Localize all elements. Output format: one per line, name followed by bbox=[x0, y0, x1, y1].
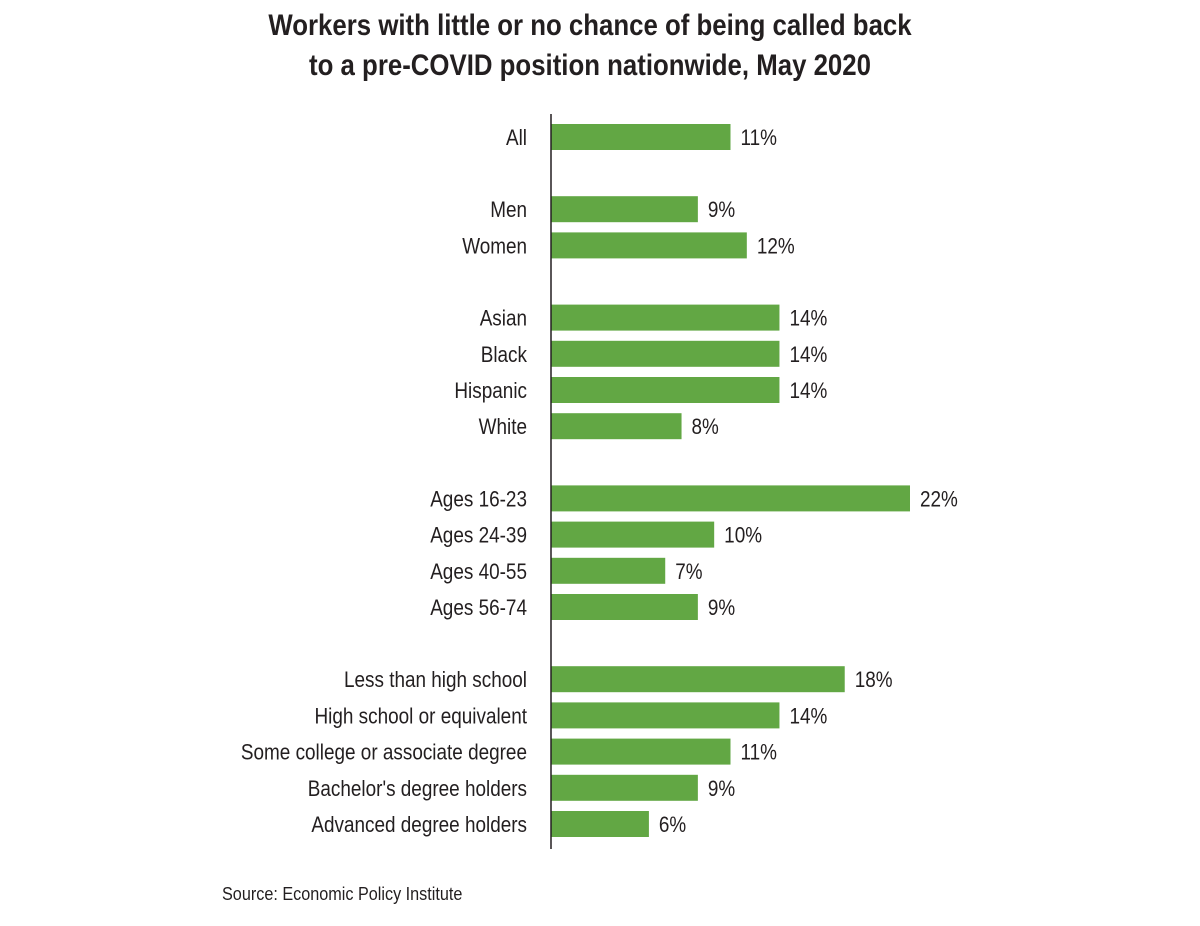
bar-asian bbox=[551, 304, 780, 331]
bar-some-college-or-associate-degree bbox=[551, 738, 731, 765]
bar-ages-24-39 bbox=[551, 521, 715, 548]
value-label-hispanic: 14% bbox=[789, 378, 827, 403]
bar-all bbox=[551, 124, 731, 150]
value-label-ages-56-74: 9% bbox=[708, 595, 735, 620]
bar-less-than-high-school bbox=[551, 666, 845, 693]
category-label-all: All bbox=[506, 125, 527, 150]
bar-hispanic bbox=[551, 377, 780, 403]
chart-title-line-1: Workers with little or no chance of bein… bbox=[268, 9, 912, 42]
value-label-ages-40-55: 7% bbox=[675, 559, 702, 584]
bar-white bbox=[551, 413, 682, 440]
value-label-all: 11% bbox=[741, 125, 778, 150]
category-label-ages-56-74: Ages 56-74 bbox=[430, 595, 527, 620]
category-label-less-than-high-school: Less than high school bbox=[344, 667, 527, 692]
category-label-ages-16-23: Ages 16-23 bbox=[430, 486, 527, 511]
value-label-asian: 14% bbox=[789, 306, 827, 331]
category-label-white: White bbox=[479, 414, 527, 439]
bar-ages-16-23 bbox=[551, 485, 910, 512]
bar-black bbox=[551, 340, 780, 367]
bar-ages-56-74 bbox=[551, 594, 698, 620]
value-label-high-school-or-equivalent: 14% bbox=[789, 703, 827, 728]
category-label-hispanic: Hispanic bbox=[454, 378, 527, 403]
category-label-bachelor-s-degree-holders: Bachelor's degree holders bbox=[308, 776, 527, 801]
value-label-less-than-high-school: 18% bbox=[855, 667, 893, 692]
chart-title-line-2: to a pre-COVID position nationwide, May … bbox=[309, 49, 871, 82]
bar-women bbox=[551, 232, 747, 259]
category-label-black: Black bbox=[481, 342, 528, 367]
value-label-ages-24-39: 10% bbox=[724, 523, 762, 548]
category-label-high-school-or-equivalent: High school or equivalent bbox=[315, 703, 528, 728]
category-label-asian: Asian bbox=[480, 306, 527, 331]
value-label-bachelor-s-degree-holders: 9% bbox=[708, 776, 735, 801]
value-label-advanced-degree-holders: 6% bbox=[659, 812, 686, 837]
category-label-some-college-or-associate-degree: Some college or associate degree bbox=[241, 740, 527, 765]
value-label-white: 8% bbox=[692, 414, 719, 439]
category-label-ages-24-39: Ages 24-39 bbox=[430, 523, 527, 548]
value-label-men: 9% bbox=[708, 197, 735, 222]
category-label-men: Men bbox=[490, 197, 527, 222]
bar-bachelor-s-degree-holders bbox=[551, 774, 698, 801]
bar-high-school-or-equivalent bbox=[551, 702, 780, 729]
value-label-black: 14% bbox=[789, 342, 827, 367]
category-label-ages-40-55: Ages 40-55 bbox=[430, 559, 527, 584]
value-label-some-college-or-associate-degree: 11% bbox=[741, 740, 778, 765]
category-label-advanced-degree-holders: Advanced degree holders bbox=[311, 812, 527, 837]
bar-advanced-degree-holders bbox=[551, 811, 649, 837]
category-label-women: Women bbox=[462, 233, 527, 258]
source-note: Source: Economic Policy Institute bbox=[222, 884, 463, 904]
bar-men bbox=[551, 196, 698, 223]
bar-ages-40-55 bbox=[551, 557, 666, 584]
value-label-ages-16-23: 22% bbox=[920, 486, 958, 511]
value-label-women: 12% bbox=[757, 233, 795, 258]
chart-title: Workers with little or no chance of bein… bbox=[83, 6, 1098, 86]
